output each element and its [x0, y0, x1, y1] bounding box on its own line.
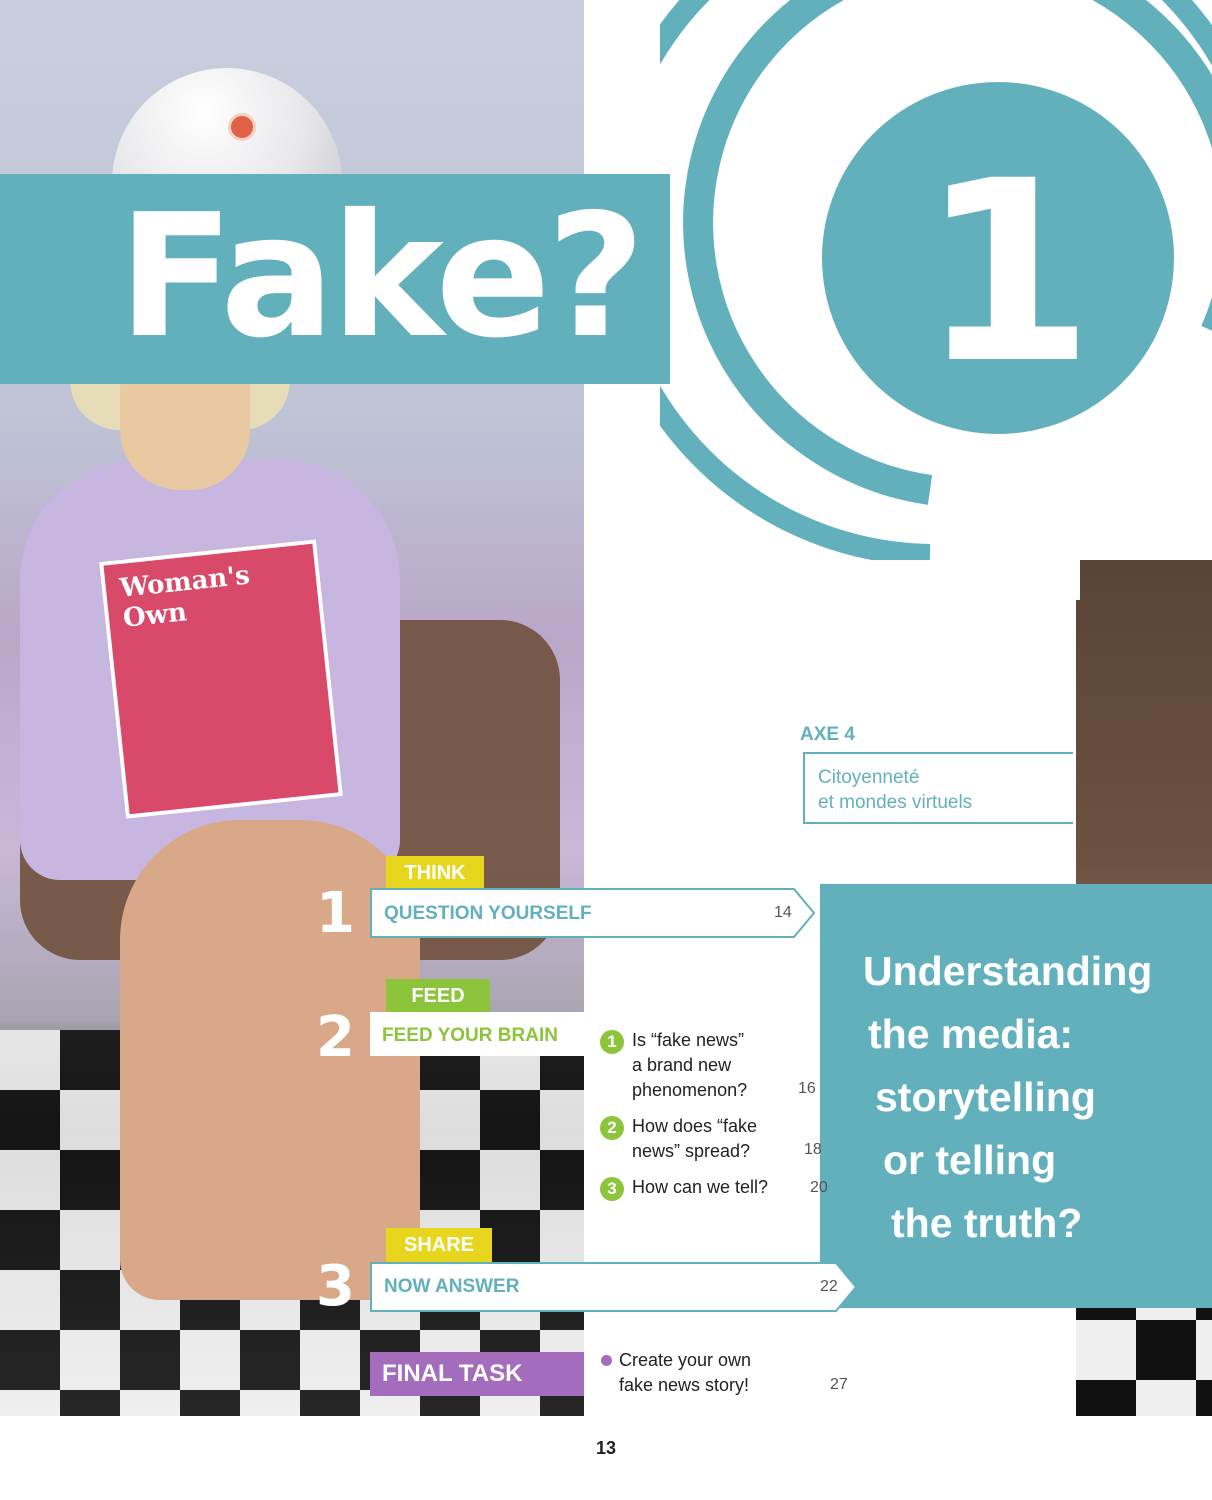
step-3-number: 3 — [316, 1254, 355, 1319]
theme-line-3: storytelling — [875, 1074, 1096, 1120]
feed-item-1[interactable]: Is “fake news” a brand new phenomenon? — [632, 1028, 747, 1103]
feed-item-1-page: 16 — [798, 1080, 816, 1097]
step-1-arrow-box — [370, 888, 816, 938]
feed-item-2-line-1: How does “fake — [632, 1116, 758, 1136]
step-1-page: 14 — [774, 904, 792, 921]
hair-dryer-light — [228, 113, 256, 141]
step-1-label[interactable]: QUESTION YOURSELF — [384, 903, 592, 924]
feed-item-1-line-3: phenomenon? — [632, 1080, 748, 1100]
feed-item-3-number: 3 — [600, 1177, 624, 1201]
step-3-arrow-box — [370, 1262, 858, 1312]
feed-item-2[interactable]: How does “fake news” spread? — [632, 1114, 757, 1164]
axe-line-1: Citoyenneté — [818, 767, 920, 788]
step-3-page: 22 — [820, 1278, 838, 1295]
chapter-rings-graphic — [660, 0, 1212, 600]
feed-item-3-page: 20 — [810, 1179, 828, 1196]
feed-item-3-line-1: How can we tell? — [632, 1177, 769, 1197]
chapter-title: Fake? — [118, 178, 645, 376]
theme-line-2: the media: — [868, 1011, 1074, 1057]
axe-line-2: et mondes virtuels — [818, 792, 973, 813]
theme-line-1: Understanding — [863, 948, 1153, 994]
step-3-label[interactable]: NOW ANSWER — [384, 1276, 520, 1297]
axe-label: AXE 4 — [800, 724, 855, 745]
magazine-title: Woman's Own — [118, 560, 252, 634]
feed-item-1-number: 1 — [600, 1030, 624, 1054]
final-task-line-1: Create your own — [619, 1350, 752, 1370]
magazine: Woman's Own — [99, 539, 343, 819]
final-task-text[interactable]: Create your own fake news story! — [619, 1348, 751, 1398]
tag-share: SHARE — [386, 1228, 492, 1262]
final-task-label[interactable]: FINAL TASK — [370, 1352, 584, 1396]
axe-box — [803, 752, 1073, 824]
feed-item-2-page: 18 — [804, 1141, 822, 1158]
chapter-number: 1 — [920, 127, 1094, 418]
axe-text: Citoyenneté et mondes virtuels — [818, 765, 972, 815]
final-task-bullet — [601, 1355, 612, 1366]
final-task-line-2: fake news story! — [619, 1375, 750, 1395]
feed-item-3[interactable]: How can we tell? — [632, 1175, 768, 1200]
tag-feed: FEED — [386, 979, 490, 1013]
feed-item-1-line-1: Is “fake news” — [632, 1030, 745, 1050]
feed-item-1-line-2: a brand new — [632, 1055, 732, 1075]
step-2-number: 2 — [316, 1005, 355, 1070]
tag-think: THINK — [386, 856, 484, 890]
feed-item-2-line-2: news” spread? — [632, 1141, 751, 1161]
theme-box: Understanding the media: storytelling or… — [820, 884, 1212, 1308]
title-banner — [0, 174, 670, 384]
step-1-number: 1 — [316, 881, 355, 946]
final-task-page: 27 — [830, 1376, 848, 1393]
theme-line-4: or telling — [883, 1137, 1057, 1183]
feed-item-2-number: 2 — [600, 1116, 624, 1140]
step-2-box — [370, 1012, 584, 1056]
step-2-label[interactable]: FEED YOUR BRAIN — [382, 1025, 558, 1046]
page-number: 13 — [595, 1438, 617, 1458]
theme-line-5: the truth? — [891, 1200, 1083, 1246]
